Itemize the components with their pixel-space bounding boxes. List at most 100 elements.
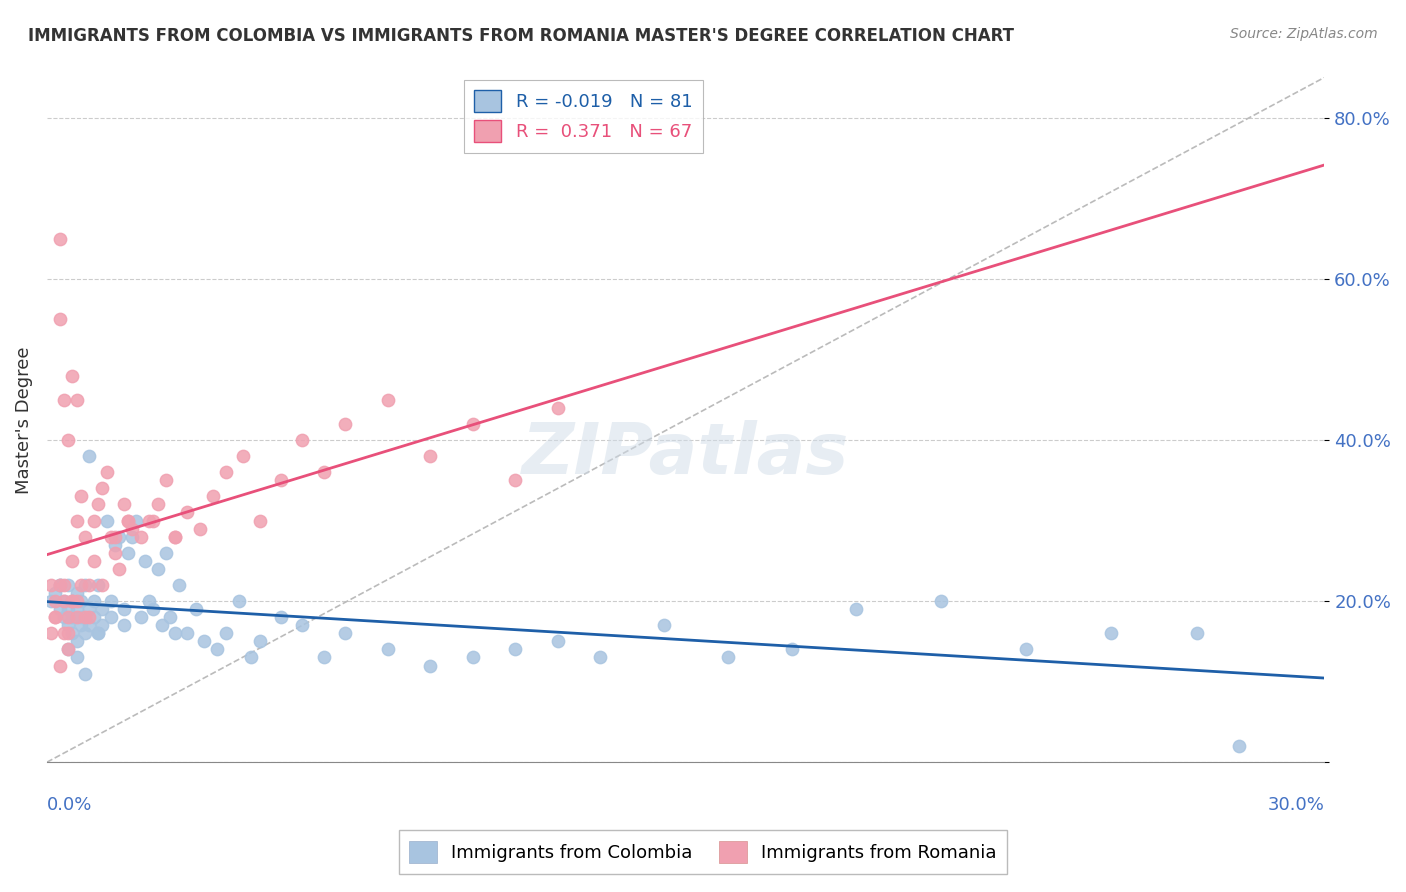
Point [56, 433, 79, 447]
Point [104, 530, 127, 544]
Point [121, 530, 143, 544]
Point [142, 602, 165, 616]
Point [83, 514, 105, 528]
Point [48, 658, 70, 673]
Point [112, 497, 135, 511]
Point [96, 514, 118, 528]
Point [75, 578, 97, 592]
Point [75, 530, 97, 544]
Point [52, 626, 75, 640]
Point [108, 562, 131, 576]
Point [48, 578, 70, 592]
Point [176, 506, 198, 520]
Point [104, 546, 127, 560]
Point [79, 578, 101, 592]
Point [312, 465, 335, 479]
Point [333, 417, 356, 431]
Point [62, 368, 84, 383]
Point [56, 642, 79, 657]
Point [62, 594, 84, 608]
Point [48, 602, 70, 616]
Point [193, 634, 215, 648]
Point [62, 594, 84, 608]
Point [333, 626, 356, 640]
Point [146, 497, 169, 511]
Point [52, 578, 75, 592]
Point [91, 618, 114, 632]
Point [62, 554, 84, 568]
Point [75, 610, 97, 624]
Point [312, 650, 335, 665]
Text: Source: ZipAtlas.com: Source: ZipAtlas.com [1230, 27, 1378, 41]
Point [91, 481, 114, 495]
Point [176, 626, 198, 640]
Point [167, 578, 190, 592]
Point [70, 618, 93, 632]
Point [87, 626, 110, 640]
Point [215, 626, 238, 640]
Point [205, 642, 228, 657]
Point [52, 594, 75, 608]
Point [66, 586, 89, 600]
Point [163, 530, 186, 544]
Point [52, 594, 75, 608]
Point [150, 618, 173, 632]
Point [112, 618, 135, 632]
Point [929, 594, 952, 608]
Point [48, 312, 70, 326]
Point [79, 610, 101, 624]
Point [96, 465, 118, 479]
Point [70, 578, 93, 592]
Point [129, 530, 152, 544]
Text: ZIPatlas: ZIPatlas [522, 419, 849, 489]
Point [201, 489, 224, 503]
Point [87, 626, 110, 640]
Point [377, 392, 399, 407]
Point [291, 433, 314, 447]
Point [117, 514, 139, 528]
Point [91, 602, 114, 616]
Point [142, 514, 165, 528]
Point [91, 578, 114, 592]
Point [70, 594, 93, 608]
Point [87, 578, 110, 592]
Point [780, 642, 803, 657]
Point [146, 562, 169, 576]
Point [48, 578, 70, 592]
Point [39, 594, 62, 608]
Point [215, 465, 238, 479]
Point [1101, 626, 1123, 640]
Point [419, 449, 441, 463]
Point [79, 449, 101, 463]
Point [108, 530, 131, 544]
Point [44, 586, 66, 600]
Point [138, 514, 160, 528]
Point [100, 530, 122, 544]
Point [66, 594, 89, 608]
Text: 30.0%: 30.0% [1268, 797, 1324, 814]
Point [129, 610, 152, 624]
Point [52, 392, 75, 407]
Point [56, 602, 79, 616]
Legend: R = -0.019   N = 81, R =  0.371   N = 67: R = -0.019 N = 81, R = 0.371 N = 67 [464, 79, 703, 153]
Point [845, 602, 868, 616]
Point [100, 594, 122, 608]
Point [100, 610, 122, 624]
Point [1227, 739, 1250, 753]
Point [188, 522, 211, 536]
Point [44, 610, 66, 624]
Legend: Immigrants from Colombia, Immigrants from Romania: Immigrants from Colombia, Immigrants fro… [399, 830, 1007, 874]
Point [291, 618, 314, 632]
Point [155, 546, 177, 560]
Point [717, 650, 740, 665]
Point [79, 618, 101, 632]
Point [134, 554, 156, 568]
Point [70, 610, 93, 624]
Point [163, 626, 186, 640]
Point [547, 401, 569, 415]
Point [66, 650, 89, 665]
Point [232, 449, 254, 463]
Point [62, 610, 84, 624]
Text: 0.0%: 0.0% [46, 797, 93, 814]
Text: IMMIGRANTS FROM COLOMBIA VS IMMIGRANTS FROM ROMANIA MASTER'S DEGREE CORRELATION : IMMIGRANTS FROM COLOMBIA VS IMMIGRANTS F… [28, 27, 1014, 45]
